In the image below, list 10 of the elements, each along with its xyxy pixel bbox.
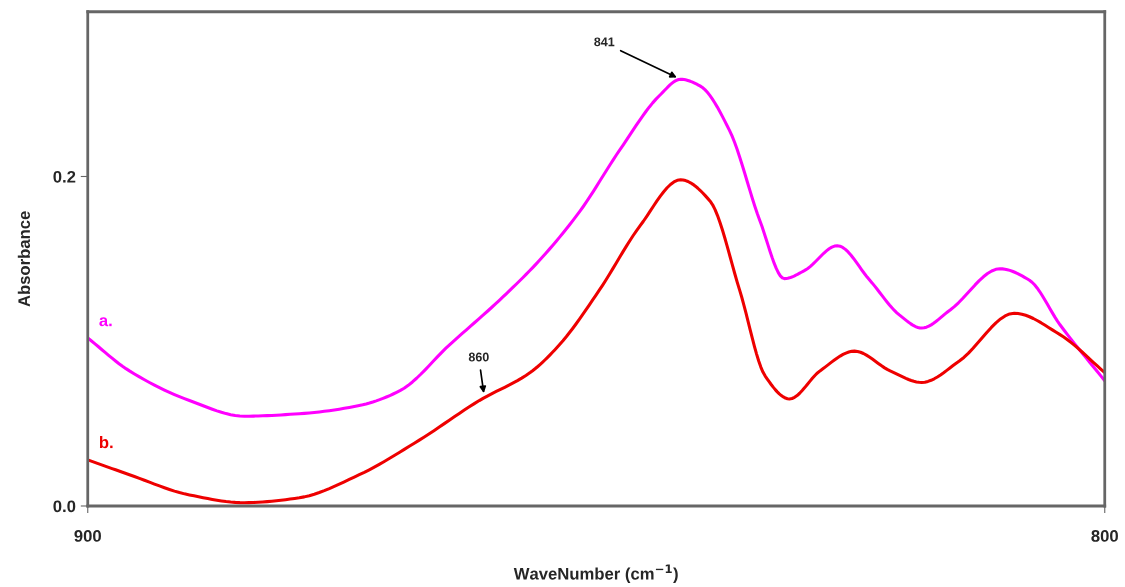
x-tick-label: 900 [74, 530, 101, 542]
y-tick-label: 0.2 [53, 170, 76, 183]
annotation: 860 [468, 352, 489, 362]
series-label: a. [99, 317, 112, 327]
series-label: b. [99, 435, 113, 449]
y-axis-title: Absorbance [17, 211, 31, 307]
x-tick-label: 800 [1091, 530, 1118, 542]
y-tick-label: 0.0 [53, 500, 76, 513]
annotation: 841 [594, 37, 615, 47]
x-axis-title: WaveNumber (cm$^{−1}$) [513, 564, 678, 583]
